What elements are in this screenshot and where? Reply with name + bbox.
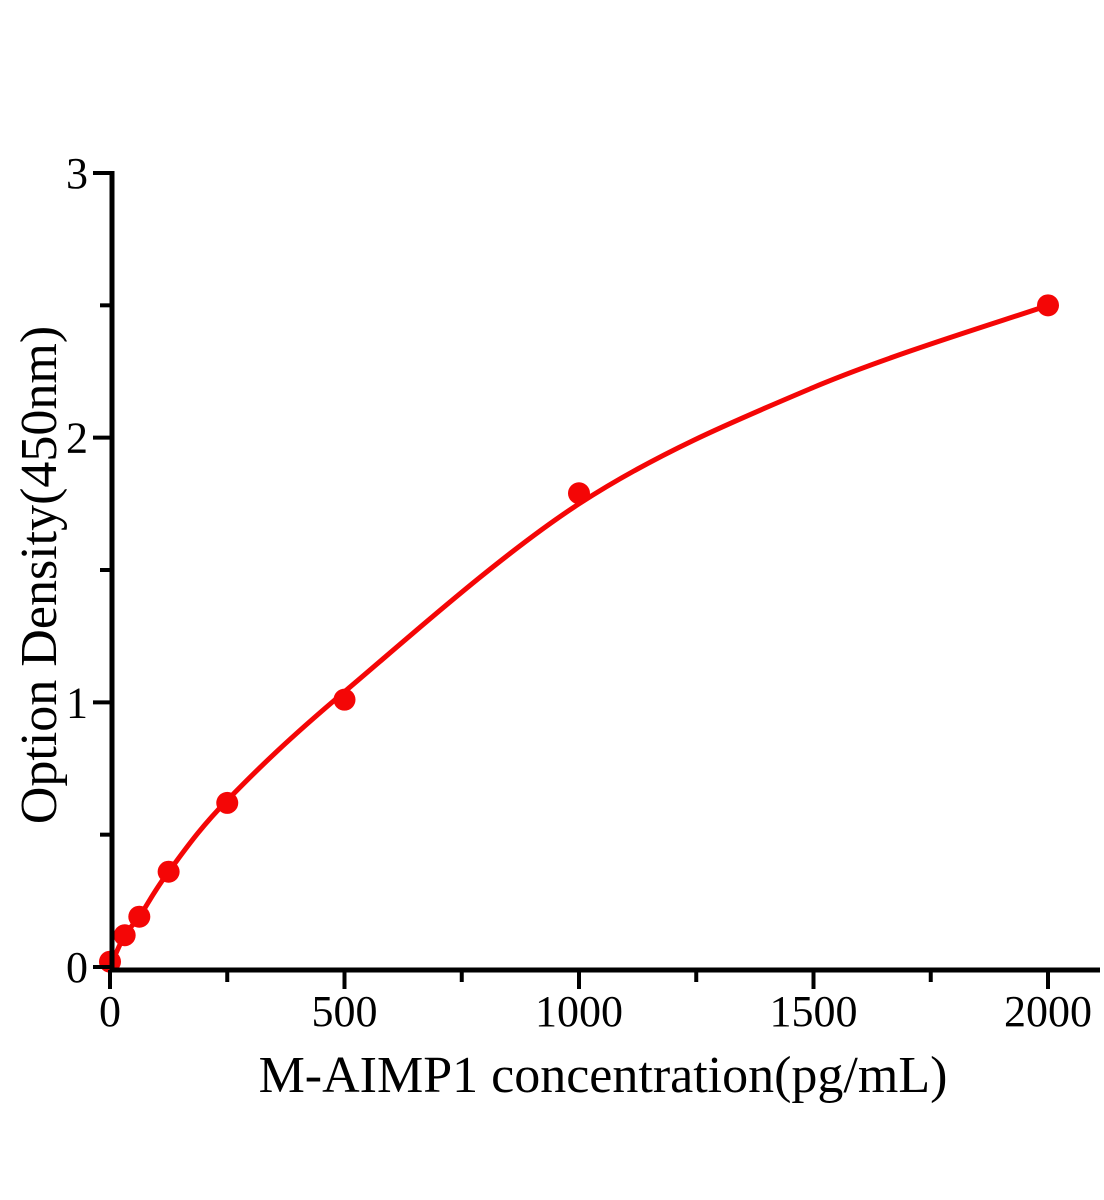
x-tick-label: 2000 [1004,987,1092,1036]
x-tick-label: 1000 [535,987,623,1036]
y-tick-label: 3 [66,149,88,198]
y-tick-label: 1 [66,678,88,727]
x-tick-label: 500 [312,987,378,1036]
data-point [568,482,590,505]
data-point [157,860,180,883]
data-point [1037,294,1059,317]
data-point [216,791,239,814]
x-tick-label: 1500 [770,987,858,1036]
y-axis-title: Option Density(450nm) [11,326,68,824]
data-point [128,905,151,928]
x-axis-title: M-AIMP1 concentration(pg/mL) [259,1047,948,1104]
x-tick-label: 0 [99,987,121,1036]
data-point [113,924,136,947]
data-point [333,688,356,711]
y-tick-label: 0 [66,943,88,992]
y-tick-label: 2 [66,414,88,463]
